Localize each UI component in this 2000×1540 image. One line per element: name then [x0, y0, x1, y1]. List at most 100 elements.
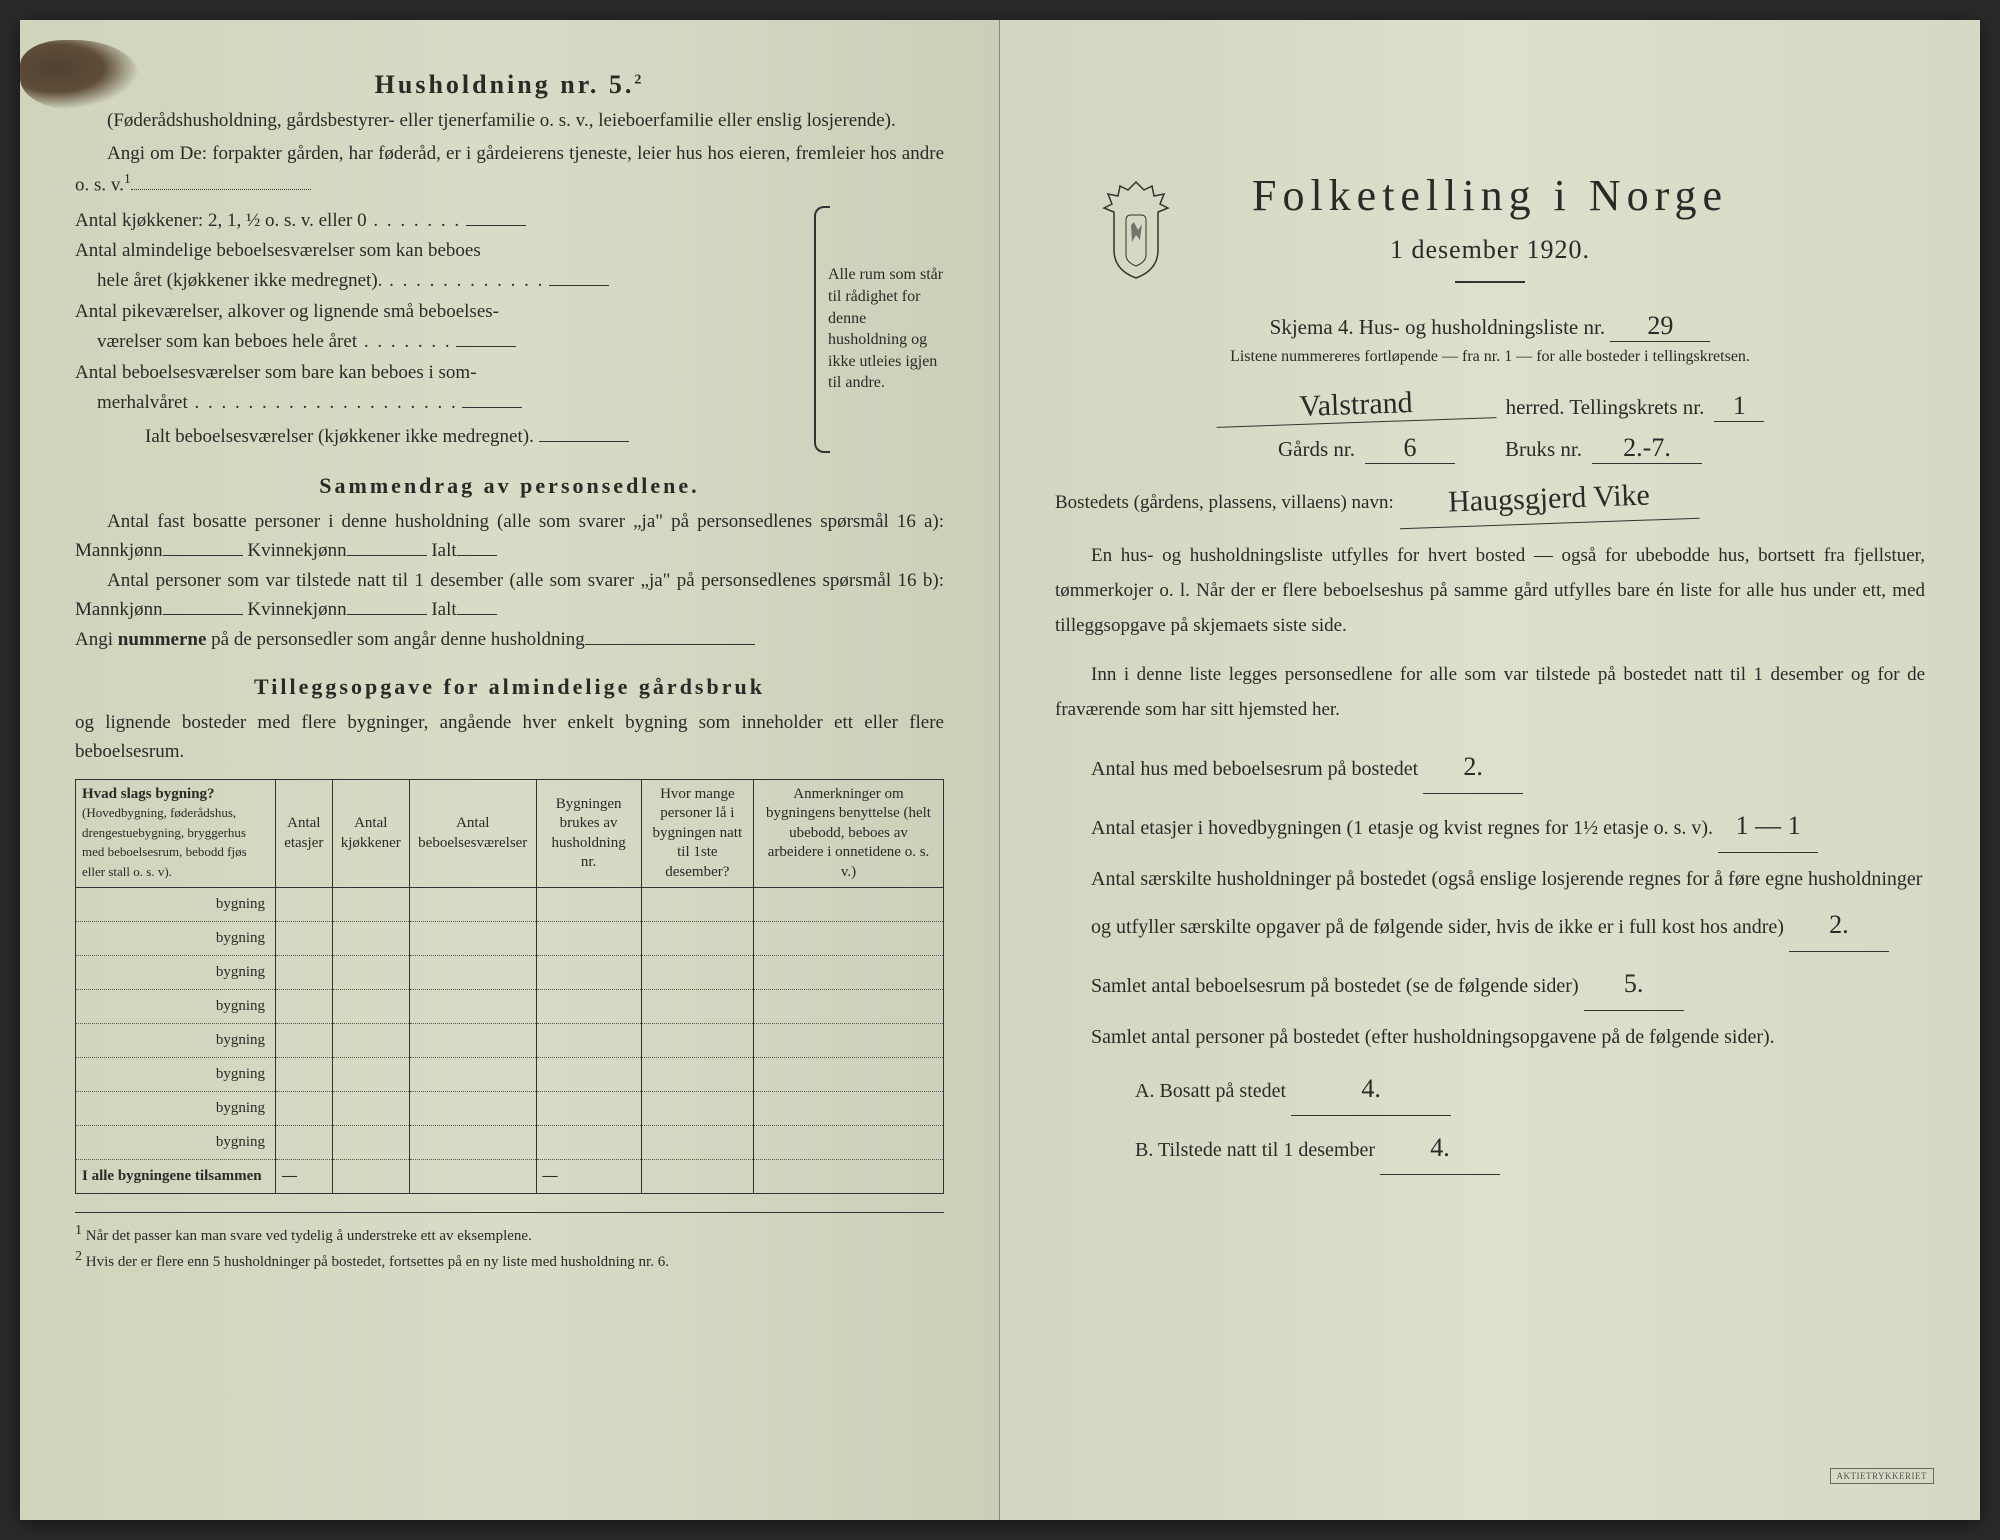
qA: A. Bosatt på stedet 4. [1135, 1063, 1925, 1116]
kitchen-block: Antal kjøkkener: 2, 1, ½ o. s. v. eller … [75, 206, 944, 453]
fn1: 1 Når det passer kan man svare ved tydel… [75, 1221, 944, 1247]
th1a: Hvad slags bygning? [82, 786, 215, 802]
table-row: bygning [76, 1024, 944, 1058]
q5: Samlet antal personer på bostedet (efter… [1091, 1017, 1925, 1057]
samm-title: Sammendrag av personsedlene. [75, 473, 944, 499]
row-lbl: bygning [76, 1058, 276, 1092]
para2: Inn i denne liste legges personsedlene f… [1055, 657, 1925, 727]
qB-text: B. Tilstede natt til 1 desember [1135, 1139, 1375, 1161]
till-title: Tilleggsopgave for almindelige gårdsbruk [75, 674, 944, 700]
left-page: Husholdning nr. 5.2 (Føderådshusholdning… [20, 20, 1000, 1520]
row-lbl: bygning [76, 1024, 276, 1058]
q2-text: Antal etasjer i hovedbygningen (1 etasje… [1091, 817, 1713, 839]
q4-text: Samlet antal beboelsesrum på bostedet (s… [1091, 975, 1579, 997]
row-lbl: bygning [76, 888, 276, 922]
p3a: Angi [75, 629, 118, 650]
samm-p1-text: Antal fast bosatte personer i denne hush… [75, 511, 944, 561]
building-table: Hvad slags bygning? (Hovedbygning, føderå… [75, 779, 944, 1195]
th4: Antal beboelsesværelser [409, 779, 536, 888]
q1-text: Antal hus med beboelsesrum på bostedet [1091, 758, 1418, 780]
gards-line: Gårds nr. 6 Bruks nr. 2.-7. [1055, 433, 1925, 464]
table-row: bygning [76, 888, 944, 922]
para1: En hus- og husholdningsliste utfylles fo… [1055, 538, 1925, 643]
th5: Bygningen brukes av husholdning nr. [536, 779, 641, 888]
fn2-text: Hvis der er flere enn 5 husholdninger på… [86, 1254, 669, 1270]
samm-p2: Antal personer som var tilstede natt til… [75, 566, 944, 625]
qA-text: A. Bosatt på stedet [1135, 1080, 1286, 1102]
herred-value: Valstrand [1215, 383, 1496, 428]
right-page: Folketelling i Norge 1 desember 1920. Sk… [1000, 20, 1980, 1520]
k3b-text: værelser som kan beboes hele året [97, 331, 357, 352]
skjema-line: Skjema 4. Hus- og husholdningsliste nr. … [1055, 311, 1925, 342]
th3: Antal kjøkkener [332, 779, 409, 888]
document-spread: Husholdning nr. 5.2 (Føderådshusholdning… [20, 20, 1980, 1520]
fn2: 2 Hvis der er flere enn 5 husholdninger … [75, 1247, 944, 1273]
qA-value: 4. [1291, 1063, 1451, 1116]
q4-value: 5. [1584, 958, 1684, 1011]
k4a: Antal beboelsesværelser som bare kan beb… [75, 358, 814, 388]
h5-title-sup: 2 [634, 72, 644, 87]
table-total: I alle bygningene tilsammen—— [76, 1160, 944, 1194]
qB: B. Tilstede natt til 1 desember 4. [1135, 1122, 1925, 1175]
h5-title-text: Husholdning nr. 5. [375, 70, 635, 99]
main-title: Folketelling i Norge [1055, 170, 1925, 221]
k5: Ialt beboelsesværelser (kjøkkener ikke m… [75, 422, 814, 452]
gards-lbl: Gårds nr. [1278, 437, 1355, 462]
h5-sub2: Angi om De: forpakter gården, har føderå… [75, 139, 944, 199]
row-lbl: bygning [76, 1126, 276, 1160]
list-note: Listene nummereres fortløpende — fra nr.… [1055, 348, 1925, 366]
table-row: bygning [76, 1092, 944, 1126]
h5-sub2-sup: 1 [124, 172, 131, 187]
h5-title: Husholdning nr. 5.2 [75, 70, 944, 100]
qB-value: 4. [1380, 1122, 1500, 1175]
gards-nr: 6 [1365, 433, 1455, 464]
th2: Antal etasjer [276, 779, 333, 888]
ialt1: Ialt [431, 540, 456, 561]
table-row: bygning [76, 956, 944, 990]
q3: Antal særskilte husholdninger på bostede… [1091, 859, 1925, 952]
q3-value: 2. [1789, 899, 1889, 952]
bracket-note: Alle rum som står til rådighet for denne… [814, 206, 944, 453]
fn1-text: Når det passer kan man svare ved tydelig… [86, 1228, 532, 1244]
bosted-lbl: Bostedets (gårdens, plassens, villaens) … [1055, 492, 1394, 513]
h5-sub2-text: Angi om De: forpakter gården, har føderå… [75, 143, 944, 195]
coat-of-arms-icon [1095, 180, 1177, 280]
k2b-text: hele året (kjøkkener ikke medregnet). [97, 270, 382, 291]
th1b: (Hovedbygning, føderådshus, drengestueby… [82, 805, 247, 879]
q1-value: 2. [1423, 741, 1523, 794]
k4b-text: merhalvåret [97, 392, 188, 413]
k2b: hele året (kjøkkener ikke medregnet). [75, 266, 814, 296]
total-lbl: I alle bygningene tilsammen [76, 1160, 276, 1194]
kv2: Kvinnekjønn [247, 599, 346, 620]
row-lbl: bygning [76, 922, 276, 956]
row-lbl: bygning [76, 990, 276, 1024]
table-row: bygning [76, 1058, 944, 1092]
q4: Samlet antal beboelsesrum på bostedet (s… [1091, 958, 1925, 1011]
q2: Antal etasjer i hovedbygningen (1 etasje… [1091, 800, 1925, 853]
table-row: bygning [76, 922, 944, 956]
q1: Antal hus med beboelsesrum på bostedet 2… [1091, 741, 1925, 794]
th1: Hvad slags bygning? (Hovedbygning, føderå… [76, 779, 276, 888]
samm-p2-text: Antal personer som var tilstede natt til… [75, 570, 944, 620]
krets-nr: 1 [1714, 391, 1764, 422]
bruks-lbl: Bruks nr. [1505, 437, 1582, 462]
q2-value: 1 — 1 [1718, 800, 1818, 853]
ialt2: Ialt [431, 599, 456, 620]
k3b: værelser som kan beboes hele året [75, 327, 814, 357]
kitchen-content: Antal kjøkkener: 2, 1, ½ o. s. v. eller … [75, 206, 814, 453]
ink-stain [20, 40, 140, 110]
th6: Hvor mange personer lå i bygningen natt … [641, 779, 753, 888]
bosted-value: Haugsgjerd Vike [1398, 471, 1699, 529]
table-row: bygning [76, 990, 944, 1024]
kv1: Kvinnekjønn [247, 540, 346, 561]
p3c: på de personsedler som angår denne husho… [206, 629, 584, 650]
k2a: Antal almindelige beboelsesværelser som … [75, 236, 814, 266]
title-rule [1455, 281, 1525, 283]
list-nr: 29 [1610, 311, 1710, 342]
footnotes: 1 Når det passer kan man svare ved tydel… [75, 1212, 944, 1273]
k3a: Antal pikeværelser, alkover og lignende … [75, 297, 814, 327]
herred-line: Valstrand herred. Tellingskrets nr. 1 [1055, 388, 1925, 423]
herred-lbl: herred. Tellingskrets nr. [1506, 395, 1705, 420]
printer-stamp: AKTIETRYKKERIET [1830, 1468, 1935, 1484]
skjema-text: Skjema 4. Hus- og husholdningsliste nr. [1270, 315, 1605, 339]
